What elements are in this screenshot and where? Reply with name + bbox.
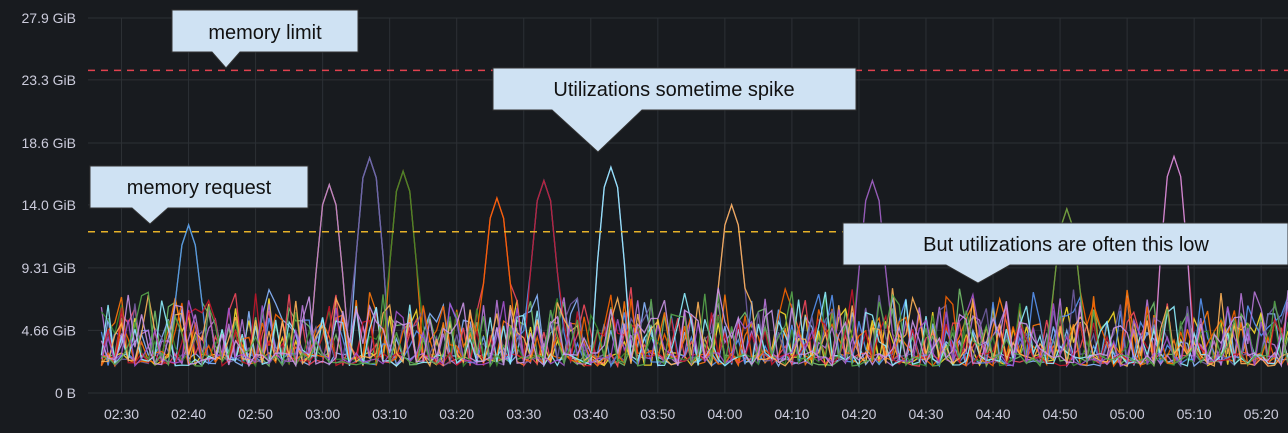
callout-memory-limit-text: memory limit <box>208 22 322 44</box>
x-tick-label: 04:20 <box>841 406 876 422</box>
x-tick-label: 05:10 <box>1177 406 1212 422</box>
x-tick-label: 02:50 <box>238 406 273 422</box>
series-line <box>101 206 1288 368</box>
callout-memory-request: memory request <box>89 165 309 225</box>
x-tick-label: 04:10 <box>774 406 809 422</box>
callout-low-utilization-text: But utilizations are often this low <box>923 234 1209 256</box>
y-tick-label: 18.6 GiB <box>22 135 76 151</box>
y-axis: 0 B 4.66 GiB 9.31 GiB 14.0 GiB 18.6 GiB 23.3 … <box>22 10 76 401</box>
x-tick-label: 05:00 <box>1110 406 1145 422</box>
y-tick-label: 14.0 GiB <box>22 197 76 213</box>
x-tick-label: 03:40 <box>573 406 608 422</box>
x-tick-label: 04:40 <box>976 406 1011 422</box>
callout-spike: Utilizations sometime spike <box>492 67 857 153</box>
x-tick-label: 02:30 <box>104 406 139 422</box>
callout-memory-request-text: memory request <box>127 177 272 199</box>
callout-memory-limit: memory limit <box>171 9 359 69</box>
x-tick-label: 04:50 <box>1043 406 1078 422</box>
x-tick-label: 03:20 <box>439 406 474 422</box>
x-axis: 02:30 02:40 02:50 03:00 03:10 03:20 03:30 03:40… <box>104 406 1279 422</box>
x-tick-label: 03:10 <box>372 406 407 422</box>
x-tick-label: 03:50 <box>640 406 675 422</box>
x-tick-label: 02:40 <box>171 406 206 422</box>
series-line <box>100 154 1288 368</box>
x-tick-label: 03:00 <box>305 406 340 422</box>
x-tick-label: 03:30 <box>506 406 541 422</box>
x-tick-label: 04:00 <box>707 406 742 422</box>
callout-spike-text: Utilizations sometime spike <box>553 79 794 101</box>
x-tick-label: 04:30 <box>908 406 943 422</box>
series-lines <box>100 154 1288 369</box>
y-tick-label: 4.66 GiB <box>22 322 76 338</box>
y-tick-label: 0 B <box>55 385 76 401</box>
callout-low-utilization: But utilizations are often this low <box>842 222 1288 284</box>
x-tick-label: 05:20 <box>1244 406 1279 422</box>
y-tick-label: 23.3 GiB <box>22 72 76 88</box>
y-tick-label: 9.31 GiB <box>22 260 76 276</box>
y-tick-label: 27.9 GiB <box>22 10 76 26</box>
